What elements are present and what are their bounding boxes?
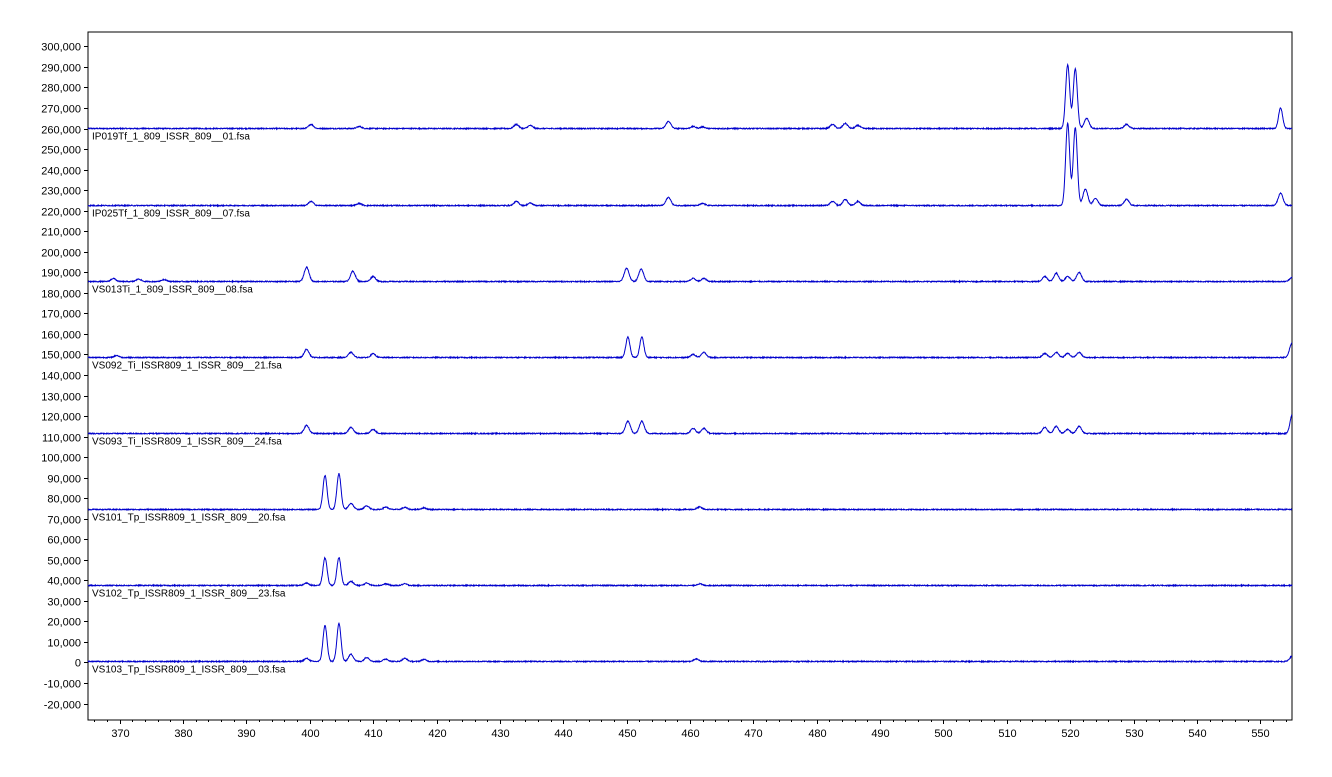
y-tick-label: 220,000 xyxy=(41,207,81,219)
x-tick-label: 410 xyxy=(364,728,382,740)
trace-line xyxy=(87,414,1293,436)
trace-line xyxy=(87,335,1293,360)
y-tick-label: -20,000 xyxy=(44,700,81,712)
y-tick-label: 300,000 xyxy=(41,42,81,54)
trace-line xyxy=(87,265,1293,284)
trace-label: IP019Tf_1_809_ISSR_809__01.fsa xyxy=(92,132,250,143)
y-tick-label: 50,000 xyxy=(47,556,81,568)
y-tick-label: 200,000 xyxy=(41,248,81,260)
y-tick-label: 40,000 xyxy=(47,576,81,588)
trace-label: VS101_Tp_ISSR809_1_ISSR_809__20.fsa xyxy=(92,512,286,523)
y-tick-label: 150,000 xyxy=(41,350,81,362)
trace-label: VS013Ti_1_809_ISSR_809__08.fsa xyxy=(92,285,253,296)
y-tick-label: 130,000 xyxy=(41,392,81,404)
y-tick-label: 90,000 xyxy=(47,474,81,486)
trace-line xyxy=(87,622,1293,664)
y-tick-label: 230,000 xyxy=(41,186,81,198)
y-tick-label: 290,000 xyxy=(41,63,81,75)
y-tick-label: 140,000 xyxy=(41,371,81,383)
y-tick-label: -10,000 xyxy=(44,679,81,691)
y-tick-label: 180,000 xyxy=(41,289,81,301)
y-tick-label: 80,000 xyxy=(47,494,81,506)
trace-label: VS103_Tp_ISSR809_1_ISSR_809__03.fsa xyxy=(92,664,286,675)
x-tick-label: 400 xyxy=(301,728,319,740)
trace-label: VS092_Ti_ISSR809_1_ISSR_809__21.fsa xyxy=(92,361,282,372)
x-tick-label: 480 xyxy=(808,728,826,740)
trace-line xyxy=(87,121,1293,208)
y-tick-label: 210,000 xyxy=(41,227,81,239)
axes-layer: 300,000 290,000 280,000 270,000 260,000 250,0… xyxy=(41,31,1293,740)
y-tick-label: 110,000 xyxy=(42,433,81,445)
x-tick-label: 470 xyxy=(744,728,762,740)
x-tick-label: 490 xyxy=(871,728,889,740)
trace-label: IP025Tf_1_809_ISSR_809__07.fsa xyxy=(92,209,250,220)
x-tick-label: 420 xyxy=(428,728,446,740)
y-tick-label: 70,000 xyxy=(47,515,81,527)
trace-label: VS093_Ti_ISSR809_1_ISSR_809__24.fsa xyxy=(92,437,282,448)
x-tick-label: 530 xyxy=(1125,728,1143,740)
x-tick-label: 460 xyxy=(681,728,699,740)
x-tick-label: 510 xyxy=(998,728,1016,740)
y-tick-label: 280,000 xyxy=(41,83,81,95)
y-tick-label: 240,000 xyxy=(41,166,81,178)
y-tick-label: 270,000 xyxy=(41,104,81,116)
y-tick-label: 100,000 xyxy=(41,453,81,465)
trace-line xyxy=(87,62,1293,131)
x-tick-label: 550 xyxy=(1251,728,1269,740)
y-tick-label: 250,000 xyxy=(41,145,81,157)
trace-line xyxy=(87,556,1293,588)
y-tick-label: 20,000 xyxy=(47,617,81,629)
y-tick-label: 0 xyxy=(75,658,81,670)
y-tick-label: 190,000 xyxy=(41,268,81,280)
x-tick-label: 390 xyxy=(237,728,255,740)
y-tick-label: 60,000 xyxy=(47,535,81,547)
labels-layer: IP019Tf_1_809_ISSR_809__01.fsa IP025Tf_1_… xyxy=(92,132,286,676)
x-tick-label: 500 xyxy=(934,728,952,740)
x-tick-label: 450 xyxy=(618,728,636,740)
x-tick-label: 430 xyxy=(491,728,509,740)
x-tick-label: 440 xyxy=(554,728,572,740)
x-tick-label: 520 xyxy=(1061,728,1079,740)
x-tick-label: 370 xyxy=(111,728,129,740)
y-tick-label: 170,000 xyxy=(41,309,81,321)
x-tick-label: 380 xyxy=(174,728,192,740)
trace-line xyxy=(87,473,1293,512)
y-tick-label: 160,000 xyxy=(41,330,81,342)
y-tick-label: 30,000 xyxy=(47,597,81,609)
series-layer xyxy=(87,62,1293,664)
x-tick-label: 540 xyxy=(1188,728,1206,740)
plot-frame xyxy=(87,31,1293,721)
y-tick-label: 10,000 xyxy=(47,638,81,650)
y-tick-label: 260,000 xyxy=(41,125,81,137)
trace-label: VS102_Tp_ISSR809_1_ISSR_809__23.fsa xyxy=(92,588,286,599)
y-tick-label: 120,000 xyxy=(41,412,81,424)
